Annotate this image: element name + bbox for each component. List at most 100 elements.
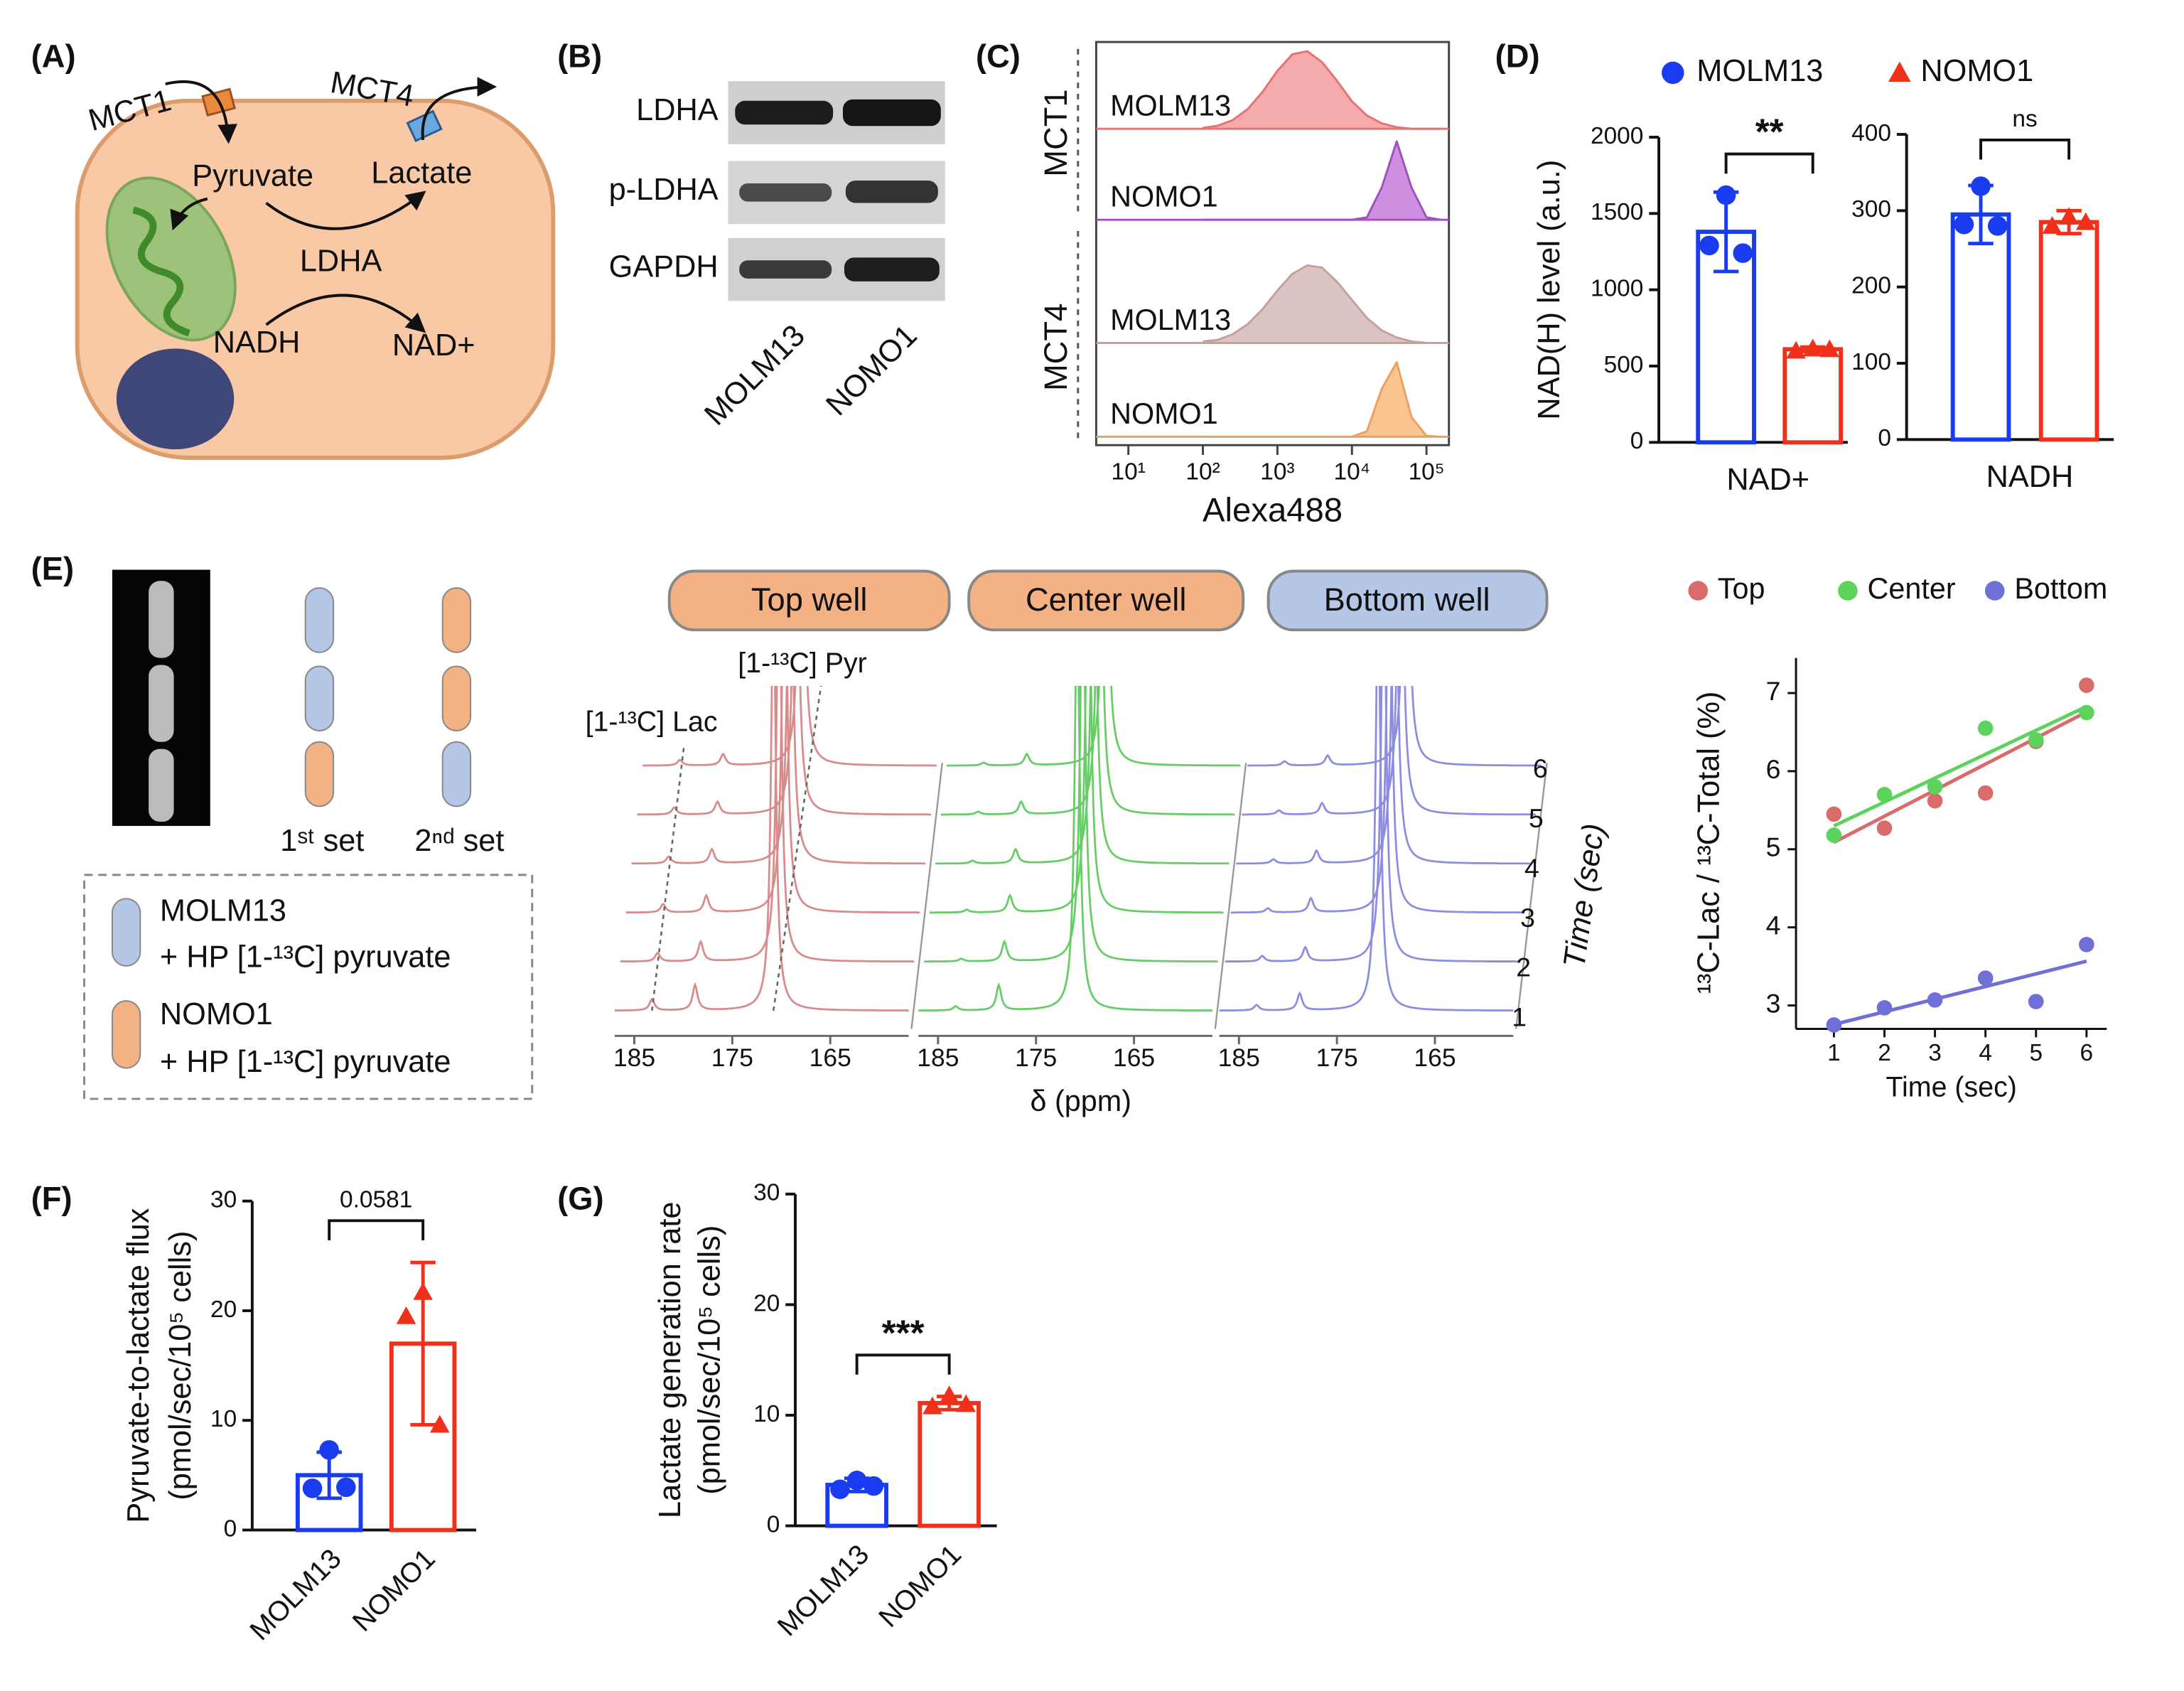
x-tick-label: 5 xyxy=(2029,1040,2043,1066)
fit-line xyxy=(1833,704,2087,828)
western-blot: LDHA p-LDHA GAPDH MOLM13 NOMO1 xyxy=(609,81,945,432)
spectrum xyxy=(642,685,937,767)
label: Lactate xyxy=(371,156,472,190)
panel-label: (F) xyxy=(31,1181,72,1217)
panel-edge xyxy=(1214,763,1247,1029)
row-label: 6 xyxy=(1533,753,1548,783)
data-point xyxy=(319,1440,339,1460)
spectrum xyxy=(625,685,920,914)
data-point xyxy=(864,1476,884,1496)
density-line xyxy=(1203,50,1442,130)
y-tick-label: 1500 xyxy=(1591,199,1643,225)
data-point xyxy=(1927,793,1943,809)
annotation: ns xyxy=(2012,106,2037,132)
data-point xyxy=(1987,216,2008,236)
data-point xyxy=(396,1306,416,1324)
well xyxy=(304,587,335,653)
x-axis-label: Time (sec) xyxy=(1886,1072,2016,1103)
data-point xyxy=(336,1477,356,1498)
y-tick-label: 0 xyxy=(767,1511,780,1537)
label: NADH xyxy=(213,326,301,360)
data-point xyxy=(2075,212,2096,230)
well-image xyxy=(149,748,174,822)
y-axis-label: (pmol/sec/10⁵ cells) xyxy=(163,1231,198,1501)
data-point xyxy=(2059,207,2079,225)
annotation: ** xyxy=(1755,112,1784,152)
y-tick-label: 400 xyxy=(1851,120,1891,146)
x-tick-label: 10⁵ xyxy=(1409,458,1445,485)
y-tick-label: 0 xyxy=(1630,428,1644,454)
peak-label: [1-¹³C] Pyr xyxy=(738,648,867,679)
lane-label: NOMO1 xyxy=(819,318,923,422)
y-tick-label: 5 xyxy=(1766,832,1781,862)
y-tick-label: 30 xyxy=(753,1180,780,1206)
x-tick-label: 10² xyxy=(1185,458,1220,485)
x-tick-label: 165 xyxy=(1113,1043,1155,1072)
significance-bracket xyxy=(328,1219,425,1240)
legend-label: Center xyxy=(1868,572,1956,605)
x-tick-label: MOLM13 xyxy=(244,1543,348,1647)
y-tick-label: 500 xyxy=(1604,352,1644,378)
y-tick-label: 300 xyxy=(1851,196,1891,222)
data-point xyxy=(1826,806,1842,822)
y-tick-label: 200 xyxy=(1851,273,1891,299)
fit-line xyxy=(1833,959,2087,1026)
arrow xyxy=(265,294,426,333)
data-point xyxy=(922,1396,942,1414)
protein-label: GAPDH xyxy=(609,250,719,284)
set-label: 2ⁿᵈ set xyxy=(414,824,504,858)
x-tick-label: 185 xyxy=(613,1043,655,1072)
y-axis-label: Time (sec) xyxy=(1557,822,1611,970)
legend-text: NOMO1 xyxy=(160,997,273,1031)
data-point xyxy=(2028,994,2044,1009)
fit-line xyxy=(1833,710,2087,844)
data-point xyxy=(1819,339,1840,358)
setup-schematic: 1ˢᵗ set 2ⁿᵈ set MOLM13 + HP [1-¹³C] pyru… xyxy=(83,569,534,1100)
y-axis-label: (pmol/sec/10⁵ cells) xyxy=(692,1225,726,1495)
x-tick-label: 3 xyxy=(1928,1040,1942,1066)
data-point xyxy=(1826,827,1842,843)
panel-label: (B) xyxy=(557,38,602,75)
well xyxy=(304,741,335,807)
x-tick-label: 165 xyxy=(809,1043,851,1072)
spectrum xyxy=(1230,685,1525,914)
panel-label: (A) xyxy=(31,38,76,75)
y-tick-label: 100 xyxy=(1851,349,1891,375)
arrow xyxy=(265,190,426,230)
panel-label: (G) xyxy=(557,1181,603,1217)
bar xyxy=(918,1400,981,1528)
y-tick-label: 20 xyxy=(753,1290,780,1316)
density-fill xyxy=(1203,265,1442,343)
spectrum xyxy=(1219,685,1514,1012)
data-point xyxy=(1786,340,1806,359)
x-tick-label: 175 xyxy=(1015,1043,1057,1072)
spectrum xyxy=(614,685,909,1012)
data-point xyxy=(2079,677,2094,693)
row-label: 4 xyxy=(1524,853,1539,883)
density-line xyxy=(1203,264,1442,344)
spectrum xyxy=(918,685,1212,1012)
band xyxy=(735,100,834,125)
y-tick-label: 6 xyxy=(1766,754,1781,784)
y-tick-label: 20 xyxy=(210,1297,237,1323)
panel-label: (E) xyxy=(31,550,74,586)
data-point xyxy=(1927,779,1943,795)
spectrum xyxy=(935,685,1230,865)
label: NAD+ xyxy=(392,328,475,363)
well xyxy=(441,741,472,807)
data-point xyxy=(830,1479,850,1500)
legend-text: + HP [1-¹³C] pyruvate xyxy=(160,1045,451,1079)
legend-well xyxy=(111,1000,141,1069)
annotation: 0.0581 xyxy=(340,1187,412,1213)
cell-diagram: MCT1 MCT4 Pyruvate Lactate LDHA NADH NAD… xyxy=(75,65,556,460)
legend-marker xyxy=(1838,581,1858,601)
x-axis-label: Alexa488 xyxy=(1203,491,1343,529)
row-label: 1 xyxy=(1512,1002,1527,1032)
panel-edge xyxy=(910,763,943,1029)
cristae xyxy=(132,206,190,337)
y-axis-label: NAD(H) level (a.u.) xyxy=(1532,160,1566,420)
data-point xyxy=(2079,704,2094,721)
series-label: MOLM13 xyxy=(1110,90,1231,122)
y-tick-label: 10 xyxy=(210,1406,237,1432)
y-tick-label: 0 xyxy=(1878,425,1891,451)
